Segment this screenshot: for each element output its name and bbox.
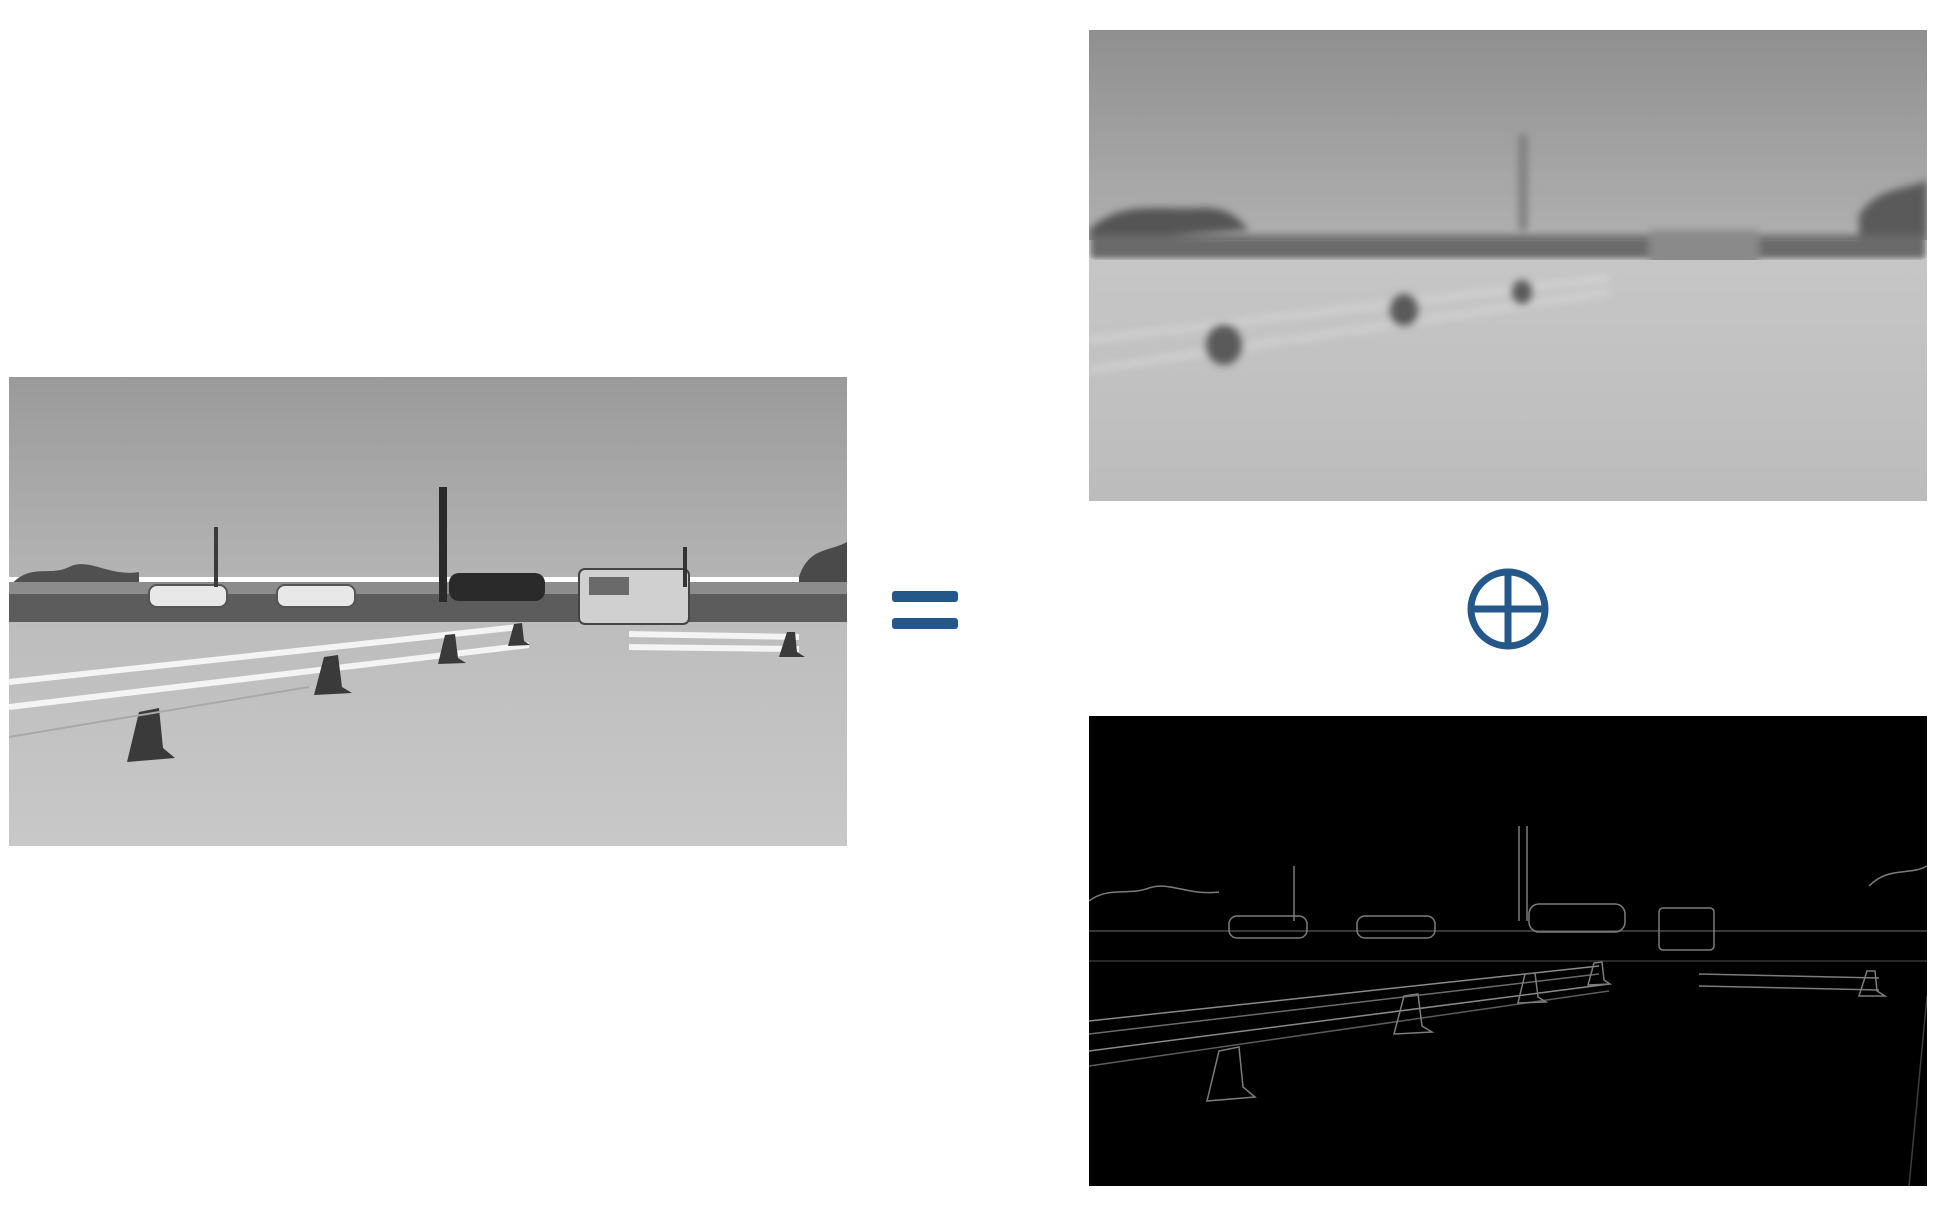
high-frequency-edge-photo [1089, 716, 1927, 1186]
low-frequency-photo [1089, 30, 1927, 501]
circled-plus-icon [1466, 567, 1550, 651]
equals-icon [890, 585, 960, 635]
original-photo [9, 377, 847, 846]
